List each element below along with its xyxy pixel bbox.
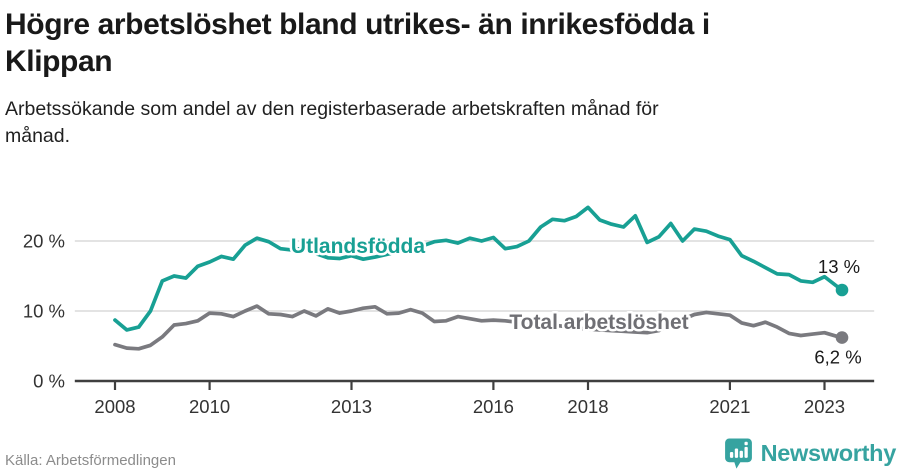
x-tick-label: 2008	[94, 396, 135, 417]
logo-badge-shape	[724, 438, 752, 469]
subtitle-line-1: Arbetssökande som andel av den registerb…	[5, 98, 659, 120]
logo-exclamation-bar	[744, 446, 748, 458]
x-tick-label: 2010	[189, 396, 230, 417]
end-value-label-utlandsfodda: 13 %	[818, 256, 860, 277]
title-line-2: Klippan	[5, 45, 113, 78]
series-label-total-arbetsloshet: Total arbetslöshet	[509, 311, 688, 334]
logo-exclamation-dot	[744, 441, 748, 446]
newsworthy-wordmark: Newsworthy	[760, 440, 897, 466]
title-line-1: Högre arbetslöshet bland utrikes- än inr…	[5, 8, 710, 41]
x-tick-label: 2016	[473, 396, 514, 417]
logo-bar-1	[729, 451, 733, 458]
logo-bar-2	[734, 448, 738, 458]
subtitle-line-2: månad.	[5, 125, 71, 147]
y-tick-label: 0 %	[33, 371, 65, 392]
y-tick-label: 10 %	[23, 301, 65, 322]
x-tick-label: 2013	[331, 396, 372, 417]
end-dot-utlandsfodda	[835, 283, 849, 297]
series-label-utlandsfodda: Utlandsfödda	[291, 235, 425, 258]
x-tick-label: 2021	[709, 396, 750, 417]
logo-bar-3	[739, 450, 743, 458]
newsworthy-logo: Newsworthy	[723, 437, 896, 470]
x-tick-label: 2018	[567, 396, 608, 417]
newsworthy-logo-icon	[724, 438, 752, 469]
chart-subtitle: Arbetssökande som andel av den registerb…	[5, 96, 895, 150]
series-line-total-arbetsloshet	[113, 304, 844, 351]
end-value-label-total-arbetsloshet: 6,2 %	[814, 347, 861, 368]
y-tick-label: 20 %	[23, 231, 65, 252]
x-tick-label: 2023	[804, 396, 845, 417]
series-line-utlandsfodda	[113, 205, 844, 332]
end-dot-total-arbetsloshet	[835, 331, 849, 344]
chart-header: Högre arbetslöshet bland utrikes- än inr…	[5, 6, 895, 150]
page-title: Högre arbetslöshet bland utrikes- än inr…	[5, 6, 895, 80]
source-note: Källa: Arbetsförmedlingen	[5, 452, 176, 469]
